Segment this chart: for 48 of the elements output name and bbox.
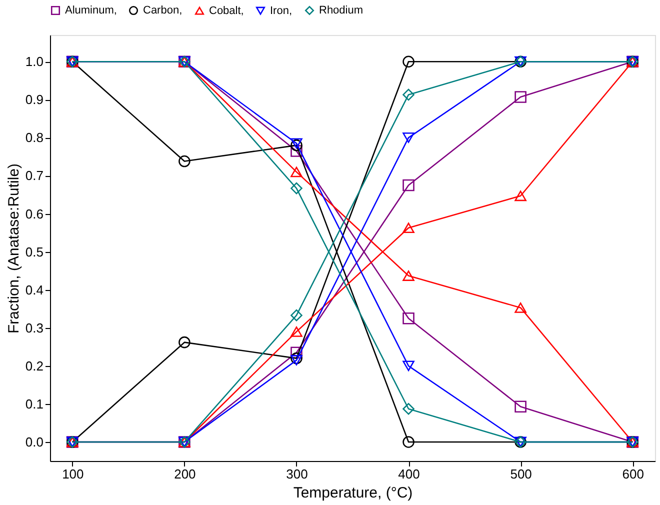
y-tick-label: 0.9 xyxy=(25,92,44,108)
point xyxy=(402,179,414,192)
y-tick-label: 0.0 xyxy=(25,434,44,450)
point xyxy=(290,166,302,178)
legend-label: Rhodium xyxy=(319,4,364,17)
point xyxy=(290,326,302,337)
point xyxy=(514,190,526,202)
y-tick-label: 0.5 xyxy=(25,244,44,260)
point xyxy=(402,222,414,234)
legend-label: Carbon, xyxy=(143,4,182,17)
y-tick-label: 1.0 xyxy=(25,54,44,70)
y-axis-title: Fraction, (Anatase:Rutile) xyxy=(5,163,22,334)
x-tick-label: 400 xyxy=(398,466,420,482)
x-tick-label: 500 xyxy=(510,466,532,482)
point xyxy=(402,436,414,448)
point xyxy=(402,56,414,68)
x-tick-label: 600 xyxy=(622,466,644,482)
point xyxy=(402,88,414,101)
y-tick-label: 0.8 xyxy=(25,130,44,146)
point xyxy=(178,336,190,348)
point xyxy=(402,312,414,324)
x-tick-label: 200 xyxy=(174,466,196,482)
point xyxy=(290,309,302,322)
point xyxy=(290,352,302,364)
y-tick-label: 0.6 xyxy=(25,206,44,222)
point xyxy=(290,355,302,366)
point xyxy=(178,155,190,168)
y-tick-label: 0.2 xyxy=(25,358,44,374)
x-axis-title: Temperature, (°C) xyxy=(293,484,413,502)
y-tick-label: 0.4 xyxy=(25,282,44,298)
y-tick-label: 0.7 xyxy=(25,168,44,184)
legend-label: Cobalt, xyxy=(209,4,244,17)
legend-label: Aluminum, xyxy=(65,4,117,17)
point xyxy=(402,402,414,415)
point xyxy=(290,138,302,149)
point xyxy=(402,132,414,143)
point xyxy=(402,270,414,281)
legend-label: Iron, xyxy=(270,4,292,17)
point xyxy=(514,400,526,413)
x-tick-label: 300 xyxy=(286,466,308,482)
x-tick-label: 100 xyxy=(62,466,84,482)
y-tick-label: 0.3 xyxy=(25,320,44,336)
point xyxy=(402,360,414,372)
y-tick-label: 0.1 xyxy=(25,396,44,412)
point xyxy=(290,182,302,194)
point xyxy=(290,346,302,358)
point xyxy=(514,91,526,103)
point xyxy=(514,302,526,313)
